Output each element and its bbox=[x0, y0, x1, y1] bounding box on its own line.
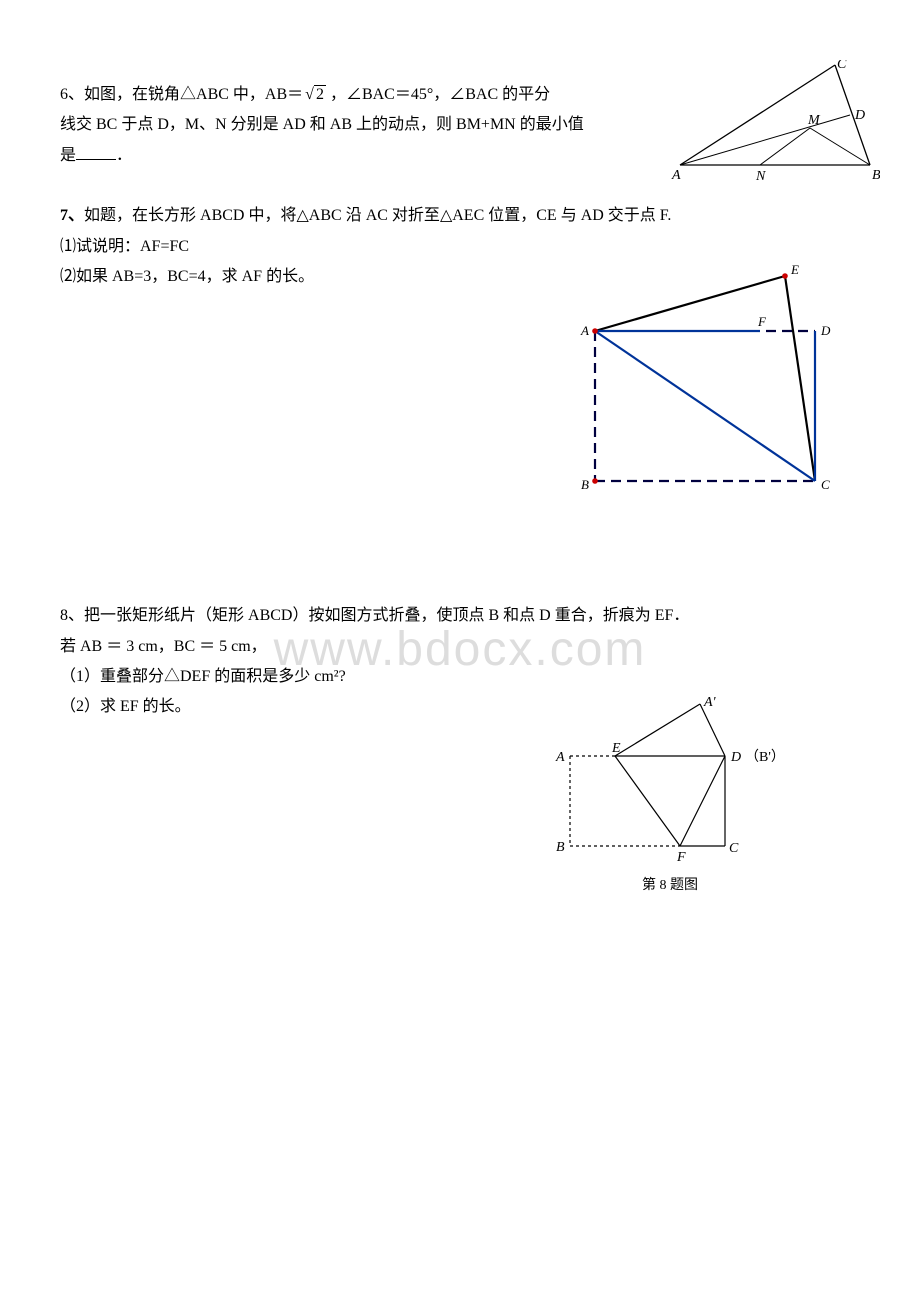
problem-7-figure: A B C D E F bbox=[565, 261, 840, 507]
svg-text:E: E bbox=[611, 741, 621, 756]
delta-icon: △ bbox=[440, 207, 452, 224]
problem-6-number: 6、 bbox=[60, 86, 84, 103]
problem-7-text-1a: 如题，在长方形 ABCD 中，将 bbox=[84, 207, 296, 224]
sqrt-2: 2 bbox=[303, 80, 326, 110]
svg-text:C: C bbox=[837, 60, 847, 72]
problem-7-text-1c: AEC 位置，CE 与 AD 交于点 F. bbox=[452, 207, 671, 224]
svg-text:A: A bbox=[580, 323, 589, 338]
problem-6-text-1a: 如图，在锐角△ABC 中，AB＝ bbox=[84, 86, 303, 103]
svg-text:A: A bbox=[671, 168, 681, 180]
svg-text:N: N bbox=[755, 169, 766, 180]
rectangle-fold-diagram-2: A B C D （B'） E F A' bbox=[550, 696, 790, 861]
svg-text:B: B bbox=[556, 840, 565, 855]
problem-7-text-1b: ABC 沿 AC 对折至 bbox=[309, 207, 440, 224]
figure-caption: 第 8 题图 bbox=[550, 873, 790, 900]
problem-7-number: 7、 bbox=[60, 207, 84, 224]
rectangle-fold-diagram: A B C D E F bbox=[565, 261, 840, 496]
problem-7: ABCDEF 7、如题，在长方形 ABCD 中，将△ABC 沿 AC 对折至△A… bbox=[60, 201, 860, 511]
problem-8-number: 8、 bbox=[60, 607, 84, 624]
problem-6-text-2: 线交 BC 于点 D，M、N 分别是 AD 和 AB 上的动点，则 BM+MN … bbox=[60, 116, 584, 133]
problem-6-text-3b: ． bbox=[116, 147, 132, 164]
svg-text:D: D bbox=[854, 108, 865, 123]
problem-8-text-2: 若 AB ＝ 3 cm，BC ＝ 5 cm， bbox=[60, 638, 267, 655]
svg-text:F: F bbox=[676, 850, 686, 861]
svg-text:D: D bbox=[730, 750, 741, 765]
svg-text:M: M bbox=[807, 113, 821, 128]
problem-8-text-3: （1）重叠部分△DEF 的面积是多少 cm²? bbox=[60, 668, 346, 685]
problem-7-text-3: ⑵如果 AB=3，BC=4，求 AF 的长。 bbox=[60, 268, 314, 285]
svg-text:C: C bbox=[729, 841, 739, 856]
fill-in-blank[interactable] bbox=[76, 143, 116, 160]
triangle-diagram: A B C D M N bbox=[670, 60, 880, 180]
problem-8: ABCD（B'）EFA' 第 8 题图 8、把一张矩形纸片（矩形 ABCD）按如… bbox=[60, 601, 860, 861]
svg-text:B: B bbox=[581, 477, 589, 492]
delta-icon: △ bbox=[296, 207, 308, 224]
svg-text:C: C bbox=[821, 477, 830, 492]
problem-7-text-2: ⑴试说明：AF=FC bbox=[60, 238, 189, 255]
svg-text:A: A bbox=[555, 750, 565, 765]
problem-6-text-3a: 是 bbox=[60, 147, 76, 164]
svg-text:D: D bbox=[820, 323, 831, 338]
svg-text:A': A' bbox=[703, 696, 717, 710]
svg-text:F: F bbox=[757, 314, 767, 329]
problem-8-text-1: 把一张矩形纸片（矩形 ABCD）按如图方式折叠，使顶点 B 和点 D 重合，折痕… bbox=[84, 607, 689, 624]
problem-8-figure: A B C D （B'） E F A' 第 8 题图 bbox=[550, 696, 790, 899]
problem-6: ABCDMN 6、如图，在锐角△ABC 中，AB＝2 ，∠BAC＝45°，∠BA… bbox=[60, 80, 860, 171]
svg-text:B: B bbox=[872, 168, 880, 180]
svg-text:E: E bbox=[790, 262, 799, 277]
svg-text:（B'）: （B'） bbox=[745, 749, 785, 765]
problem-8-text-4: （2）求 EF 的长。 bbox=[60, 698, 191, 715]
problem-6-text-1b: ，∠BAC＝45°，∠BAC 的平分 bbox=[326, 86, 550, 103]
problem-6-figure: A B C D M N bbox=[670, 60, 880, 191]
